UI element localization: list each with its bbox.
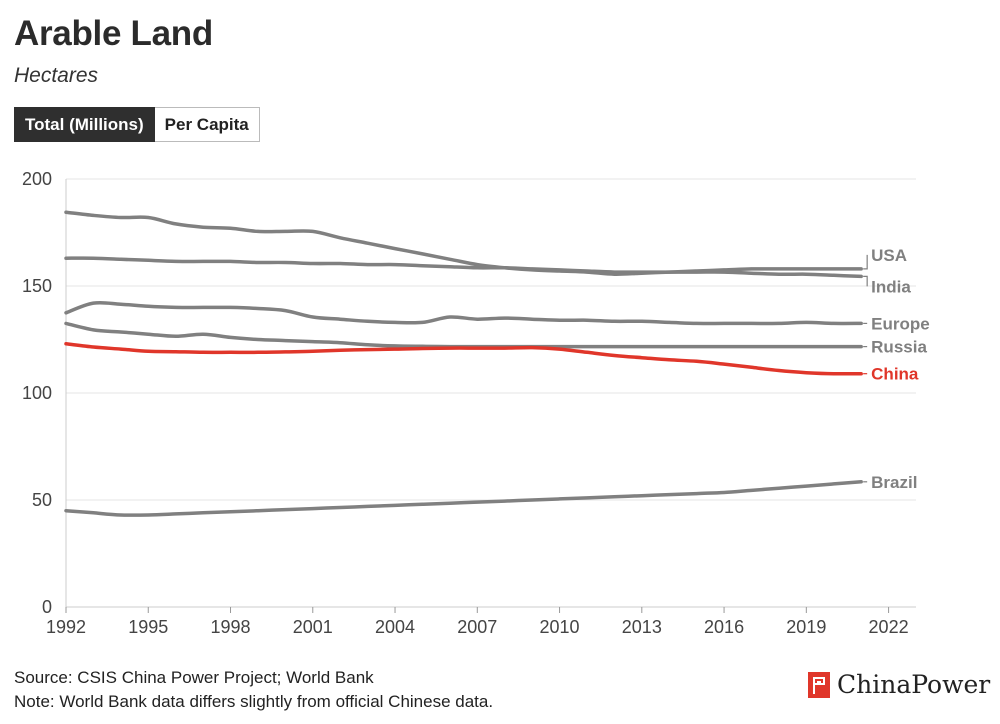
x-tick-label: 1992 [46,617,86,637]
x-tick-label: 2010 [540,617,580,637]
source-text: Source: CSIS China Power Project; World … [14,668,374,687]
chart-subtitle: Hectares [14,64,99,87]
label-connector-usa [863,254,868,270]
series-line-china [64,342,863,376]
y-tick-label: 0 [42,597,52,617]
series-label-russia: Russia [871,338,927,357]
series-label-brazil: Brazil [871,473,917,492]
note-text: Note: World Bank data differs slightly f… [14,692,494,711]
series-line-europe [64,300,863,326]
metric-toggle: Total (Millions) Per Capita [14,107,260,142]
chart-title: Arable Land [14,14,213,53]
x-tick-label: 2022 [869,617,909,637]
y-tick-label: 50 [32,490,52,510]
total-millions-tab[interactable]: Total (Millions) [14,107,155,142]
line-chart: 0 50 100 150 200 1992 1995 1998 2001 2004 2007 2010… [22,169,930,637]
x-tick-label: 2007 [457,617,497,637]
x-tick-label: 2016 [704,617,744,637]
label-connector-india [863,275,868,287]
series-label-china: China [871,365,919,384]
x-tick-label: 1995 [128,617,168,637]
y-tick-label: 150 [22,276,52,296]
x-tick-label: 1998 [210,617,250,637]
series-line-russia [64,321,863,349]
x-tick-label: 2019 [786,617,826,637]
chinapower-logo-icon [808,671,830,698]
series-line-usa [64,210,863,276]
x-tick-label: 2013 [622,617,662,637]
per-capita-tab[interactable]: Per Capita [154,107,260,142]
series-line-brazil [64,480,863,517]
series-line-india [64,256,863,279]
x-tick-label: 2004 [375,617,415,637]
series-label-usa: USA [871,246,907,265]
series-label-europe: Europe [871,314,930,333]
chinapower-logo[interactable]: ChinaPower [808,670,990,699]
chart-footnotes: Source: CSIS China Power Project; World … [14,666,493,714]
brand-name: ChinaPower [837,670,991,699]
x-tick-label: 2001 [293,617,333,637]
series-label-india: India [871,277,911,296]
y-tick-label: 200 [22,169,52,189]
y-tick-label: 100 [22,383,52,403]
